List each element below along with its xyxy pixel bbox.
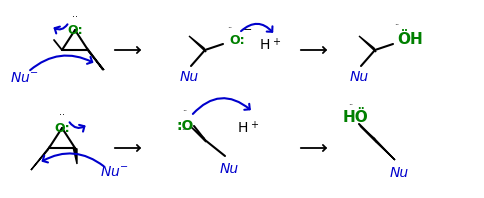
Polygon shape — [359, 36, 376, 52]
Text: ÖH: ÖH — [397, 31, 423, 47]
Text: Nu: Nu — [349, 70, 368, 84]
Text: O:: O: — [54, 122, 70, 134]
Text: O:: O: — [67, 24, 83, 36]
Text: O:: O: — [229, 34, 244, 48]
Polygon shape — [374, 138, 395, 160]
Text: +: + — [272, 37, 280, 47]
Text: H: H — [260, 38, 270, 52]
Text: Nu: Nu — [180, 70, 198, 84]
Text: Nu: Nu — [390, 166, 408, 180]
Text: Nu$^{-}$: Nu$^{-}$ — [100, 165, 128, 179]
Text: :O: :O — [176, 119, 194, 133]
Text: H: H — [238, 121, 248, 135]
Text: +: + — [250, 120, 258, 130]
Polygon shape — [87, 48, 104, 70]
Text: ··: ·· — [182, 126, 187, 135]
Polygon shape — [88, 50, 103, 70]
Text: ··: ·· — [72, 12, 78, 22]
Polygon shape — [189, 36, 206, 52]
Text: −: − — [243, 25, 252, 35]
Polygon shape — [31, 146, 50, 170]
Polygon shape — [360, 126, 376, 142]
Text: ··: ·· — [182, 107, 188, 116]
Text: HÖ: HÖ — [343, 110, 369, 126]
Text: Nu: Nu — [219, 162, 239, 176]
Text: ··: ·· — [227, 24, 233, 33]
Polygon shape — [190, 126, 206, 142]
Text: ··: ·· — [394, 21, 400, 30]
Text: ··: ·· — [59, 110, 65, 120]
Text: Nu$^{-}$: Nu$^{-}$ — [10, 71, 38, 85]
Text: ··: ·· — [348, 101, 354, 110]
Polygon shape — [73, 147, 77, 164]
